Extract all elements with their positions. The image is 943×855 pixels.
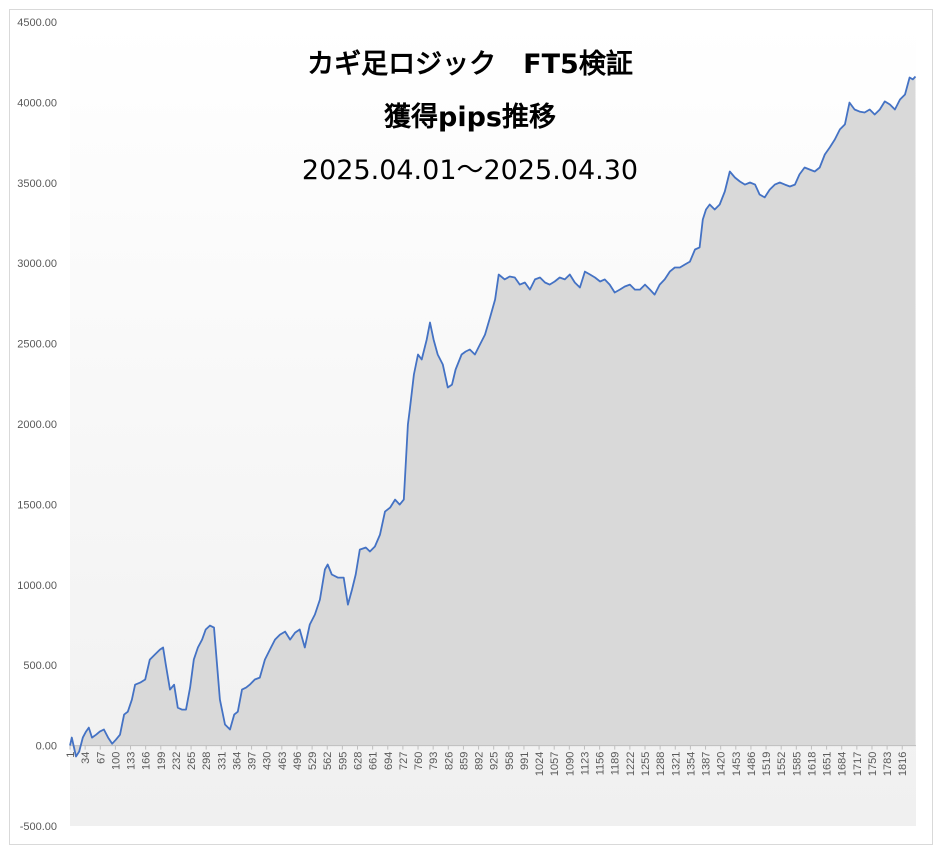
x-tick-label: 760 xyxy=(413,752,425,770)
x-tick-label: 1387 xyxy=(701,752,713,776)
x-tick-label: 1222 xyxy=(625,752,637,776)
x-tick-label: 925 xyxy=(489,752,501,770)
x-tick-label: 1651 xyxy=(822,752,834,776)
x-tick-label: 1486 xyxy=(746,752,758,776)
x-tick-label: 1816 xyxy=(897,752,909,776)
x-tick-label: 562 xyxy=(322,752,334,770)
x-tick-label: 463 xyxy=(277,752,289,770)
x-tick-label: 232 xyxy=(171,752,183,770)
y-tick-label: 3000.00 xyxy=(17,258,57,270)
x-tick-label: 1090 xyxy=(564,752,576,776)
x-tick-label: 595 xyxy=(337,752,349,770)
y-tick-label: -500.00 xyxy=(20,821,57,833)
x-tick-label: 331 xyxy=(216,752,228,770)
y-tick-label: 4500.00 xyxy=(17,17,57,29)
x-tick-label: 1420 xyxy=(716,752,728,776)
x-tick-label: 1156 xyxy=(595,752,607,776)
y-tick-label: 1500.00 xyxy=(17,499,57,511)
x-tick-label: 1189 xyxy=(610,752,622,776)
x-tick-label: 1288 xyxy=(655,752,667,776)
y-tick-label: 2000.00 xyxy=(17,419,57,431)
x-tick-label: 694 xyxy=(383,752,395,770)
chart-period: 2025.04.01～2025.04.30 xyxy=(302,155,638,186)
line xyxy=(69,75,917,758)
x-tick-label: 826 xyxy=(443,752,455,770)
x-tick-label: 529 xyxy=(307,752,319,770)
x-tick-label: 199 xyxy=(156,752,168,770)
x-tick-label: 1024 xyxy=(534,752,546,776)
y-tick-label: 4000.00 xyxy=(17,97,57,109)
x-tick-label: 1585 xyxy=(791,752,803,776)
x-tick-label: 793 xyxy=(428,752,440,770)
x-tick-label: 298 xyxy=(201,752,213,770)
x-tick-label: 397 xyxy=(247,752,259,770)
area-fill xyxy=(70,76,916,757)
y-tick-label: 0.00 xyxy=(36,741,57,753)
x-tick-label: 133 xyxy=(126,752,138,770)
x-tick-label: 892 xyxy=(474,752,486,770)
x-tick-label: 1321 xyxy=(670,752,682,776)
x-tick-label: 100 xyxy=(110,752,122,770)
x-tick-label: 364 xyxy=(231,752,243,770)
y-tick-label: 3500.00 xyxy=(17,178,57,190)
x-tick-label: 1717 xyxy=(852,752,864,776)
chart-title: カギ足ロジック FT5検証 xyxy=(307,48,633,80)
x-tick-label: 1255 xyxy=(640,752,652,776)
y-tick-label: 2500.00 xyxy=(17,339,57,351)
x-tick-label: 1552 xyxy=(776,752,788,776)
x-tick-label: 1519 xyxy=(761,752,773,776)
chart-subtitle: 獲得pips推移 xyxy=(384,102,556,133)
x-tick-label: 496 xyxy=(292,752,304,770)
x-tick-label: 1354 xyxy=(685,752,697,776)
y-tick-label: 500.00 xyxy=(23,660,57,672)
x-tick-label: 991 xyxy=(519,752,531,770)
x-tick-label: 859 xyxy=(458,752,470,770)
x-tick-label: 265 xyxy=(186,752,198,770)
x-tick-label: 1123 xyxy=(579,752,591,776)
x-tick-label: 1057 xyxy=(549,752,561,776)
x-tick-label: 1 xyxy=(65,752,77,758)
x-tick-label: 727 xyxy=(398,752,410,770)
x-tick-label: 67 xyxy=(95,752,107,764)
x-tick-label: 1750 xyxy=(867,752,879,776)
x-tick-label: 1684 xyxy=(837,752,849,776)
x-tick-label: 628 xyxy=(353,752,365,770)
x-tick-label: 430 xyxy=(262,752,274,770)
x-tick-label: 1783 xyxy=(882,752,894,776)
x-tick-label: 958 xyxy=(504,752,516,770)
x-tick-label: 34 xyxy=(80,752,92,764)
x-tick-label: 661 xyxy=(368,752,380,770)
x-tick-label: 166 xyxy=(141,752,153,770)
x-tick-label: 1453 xyxy=(731,752,743,776)
x-tick-label: 1618 xyxy=(806,752,818,776)
y-tick-label: 1000.00 xyxy=(17,580,57,592)
